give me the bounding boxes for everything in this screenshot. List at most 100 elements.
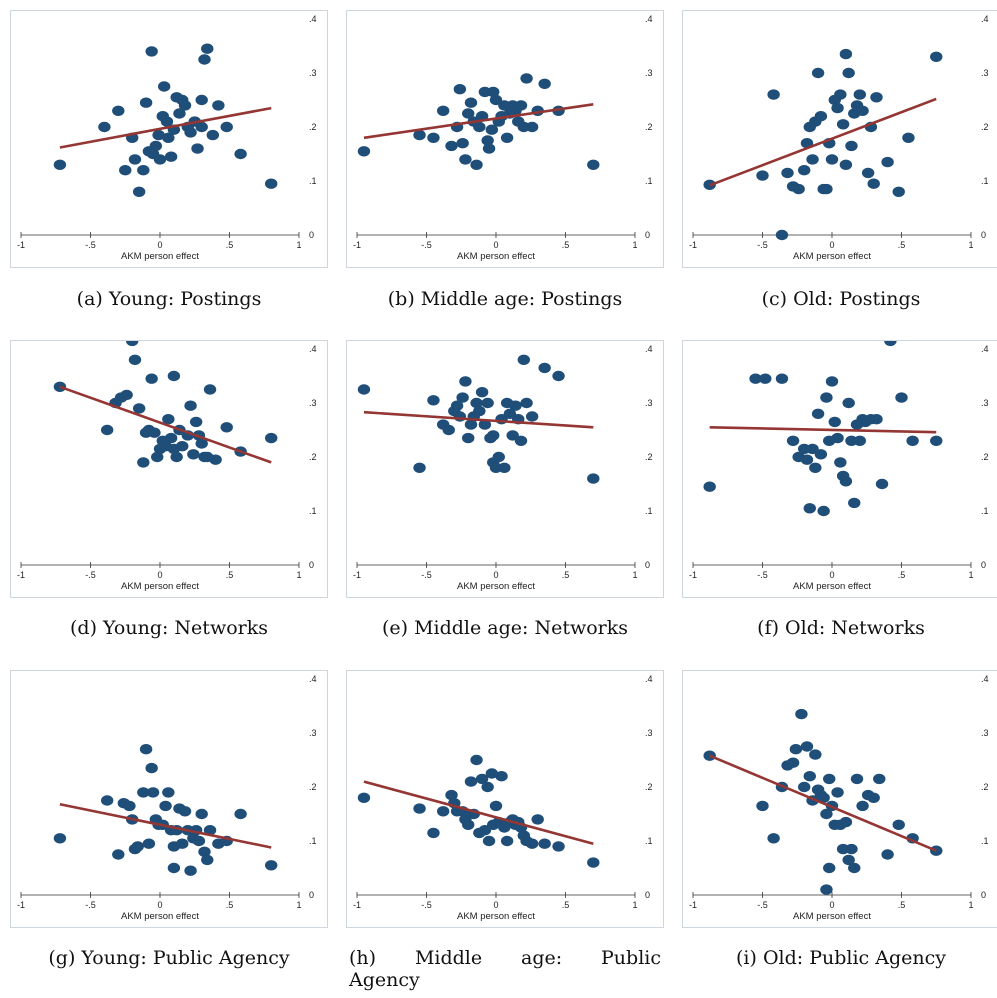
chart-panel-d: -1 -.5 0.5 1 AKM person effect 0.1.2.3.4 (10, 340, 328, 598)
x-tick-label: 0 (493, 570, 498, 580)
y-tick-label: .4 (645, 344, 653, 354)
scatter-point (839, 476, 853, 487)
scatter-point (552, 841, 565, 852)
scatter-point (884, 341, 897, 347)
scatter-point (475, 387, 489, 398)
scatter-point (803, 771, 816, 782)
scatter-point (892, 186, 905, 197)
scatter-point (53, 159, 67, 170)
scatter-point (481, 397, 494, 409)
fit-line (59, 106, 272, 149)
scatter-point (809, 749, 822, 760)
y-tick-label: 0 (981, 560, 986, 570)
x-tick-label: -1 (353, 240, 361, 250)
fit-line (363, 410, 594, 429)
y-tick-label: .2 (981, 782, 989, 792)
scatter-point (902, 132, 915, 143)
x-axis-label: AKM person effect (793, 911, 871, 922)
x-tick-label: .5 (898, 570, 906, 580)
scatter-point (930, 435, 943, 446)
scatter-point (814, 449, 828, 460)
scatter-point (930, 51, 943, 62)
x-tick-label: 1 (296, 570, 301, 580)
x-axis-label: AKM person effect (121, 911, 199, 922)
fit-line (59, 385, 272, 464)
scatter-point (195, 808, 208, 820)
scatter-point (462, 432, 475, 444)
scatter-point (159, 800, 172, 812)
scatter-point (800, 741, 814, 752)
scatter-point (492, 451, 505, 463)
x-tick-label: -.5 (85, 240, 96, 250)
scatter-point (459, 154, 472, 165)
scatter-point (187, 449, 200, 460)
scatter-point (482, 835, 496, 847)
scatter-point (265, 178, 278, 189)
scatter-point (881, 156, 894, 168)
x-tick-label: -1 (17, 900, 25, 910)
scatter-point (503, 408, 517, 419)
scatter-point (112, 105, 125, 117)
scatter-point (861, 167, 875, 179)
x-tick-label: .5 (226, 240, 234, 250)
y-tick-label: 0 (645, 230, 650, 240)
scatter-point (453, 84, 467, 95)
scatter-point (203, 825, 217, 836)
scatter-point (164, 432, 178, 444)
scatter-point (538, 838, 551, 849)
x-axis-label: AKM person effect (457, 581, 535, 592)
scatter-point (53, 381, 67, 392)
scatter-point (870, 414, 883, 425)
x-tick-label: 0 (829, 240, 834, 250)
y-tick-label: .3 (309, 68, 317, 78)
scatter-point (195, 121, 208, 133)
x-tick-label: 1 (296, 240, 301, 250)
scatter-point (128, 354, 142, 365)
scatter-point (817, 505, 830, 517)
caption-g: (g) Young: Public Agency (48, 947, 290, 969)
scatter-point (867, 178, 880, 189)
y-tick-label: 0 (645, 560, 650, 570)
scatter-point (152, 129, 165, 141)
scatter-point (489, 800, 503, 812)
y-tick-label: 0 (309, 890, 314, 900)
scatter-point (848, 497, 861, 509)
scatter-point (514, 100, 528, 111)
scatter-point (795, 708, 808, 720)
x-tick-label: -.5 (757, 900, 768, 910)
scatter-point (184, 400, 197, 411)
scatter-point (831, 102, 844, 114)
y-tick-label: .1 (981, 176, 989, 186)
x-axis-label: AKM person effect (457, 251, 535, 262)
scatter-point (749, 373, 762, 384)
scatter-point (413, 803, 426, 814)
y-tick-label: .3 (981, 728, 989, 738)
scatter-point (357, 146, 371, 157)
scatter-point (825, 154, 839, 165)
scatter-point (875, 478, 889, 490)
caption-h-line1: (h) Middle age: Public (349, 947, 661, 969)
scatter-point (203, 384, 217, 395)
x-axis-label: AKM person effect (793, 251, 871, 262)
y-tick-label: .2 (981, 452, 989, 462)
scatter-point (520, 73, 533, 84)
scatter-point (192, 835, 206, 847)
fit-line (59, 803, 272, 849)
y-tick-label: .2 (309, 452, 317, 462)
scatter-point (119, 165, 132, 176)
scatter-point (881, 849, 894, 860)
scatter-point (195, 438, 208, 449)
scatter-point (413, 462, 426, 473)
y-tick-label: .1 (981, 836, 989, 846)
scatter-point (145, 373, 158, 384)
scatter-point (587, 473, 600, 484)
scatter-point (148, 427, 161, 438)
scatter-point (487, 430, 500, 441)
y-tick-label: 0 (309, 560, 314, 570)
scatter-point (842, 854, 855, 866)
caption-i: (i) Old: Public Agency (736, 947, 946, 969)
scatter-point (820, 392, 833, 403)
scatter-point (184, 865, 197, 876)
